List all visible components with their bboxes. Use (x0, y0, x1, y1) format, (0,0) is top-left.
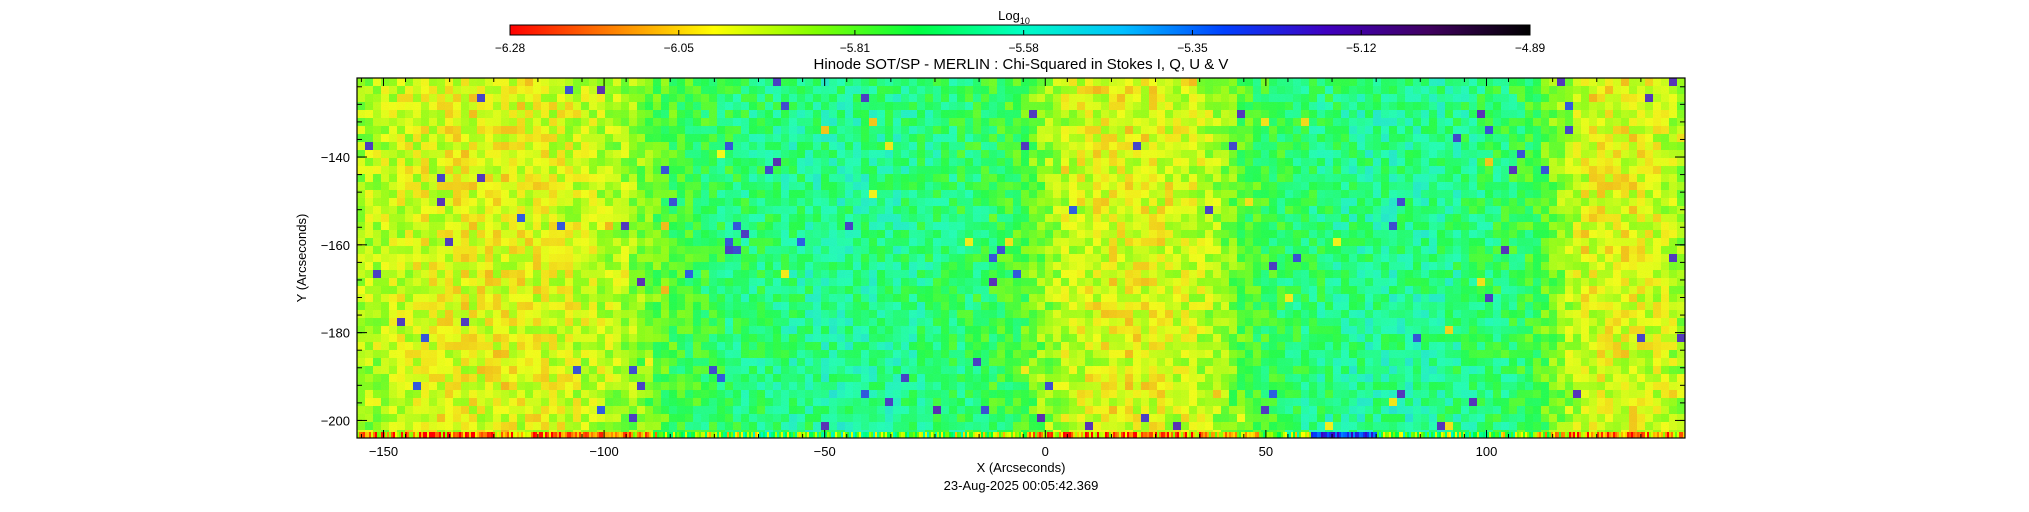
colorbar-tick-label: −5.35 (1177, 41, 1208, 55)
colorbar-label-sub: 10 (1020, 16, 1030, 26)
colorbar-label: Log10 (998, 8, 1030, 26)
colorbar-ticks: −6.28 −6.05 −5.81 −5.58 −5.35 −5.12 −4.89 (495, 30, 1546, 55)
colorbar-tick-label: −5.58 (1008, 41, 1039, 55)
colorbar-tick-label: −5.81 (840, 41, 871, 55)
chart-title: Hinode SOT/SP - MERLIN : Chi-Squared in … (814, 56, 1229, 73)
plot-area (356, 77, 1686, 439)
colorbar-tick-label: −4.89 (1515, 41, 1546, 55)
colorbar-tick-label: −6.28 (495, 41, 526, 55)
colorbar-gradient (509, 24, 1531, 36)
colorbar-tick-label: −5.12 (1346, 41, 1377, 55)
colorbar-label-base: Log (998, 8, 1020, 23)
colorbar-tick-label: −6.05 (664, 41, 695, 55)
colorbar: Log10 −6.28 −6.05 −5.81 −5.58 −5.35 −5.12 −4.8… (495, 8, 1546, 55)
